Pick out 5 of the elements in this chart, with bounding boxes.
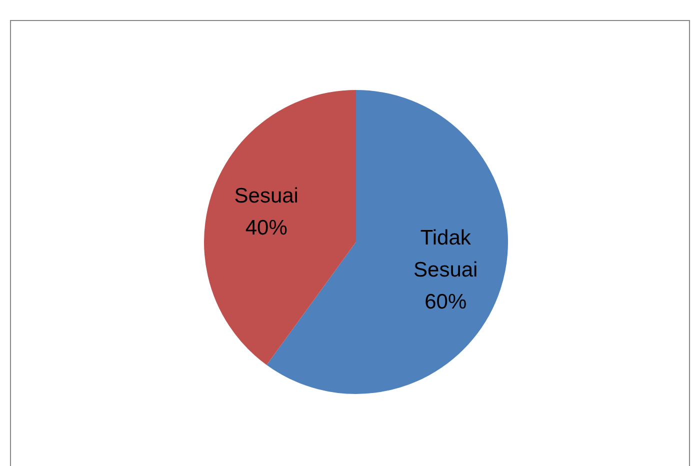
data-label: 60%	[424, 290, 467, 314]
slice-label: Sesuai	[234, 184, 298, 208]
data-label: 40%	[245, 216, 288, 240]
slice-label: Tidak Sesuai	[414, 226, 478, 282]
pie-slice	[204, 90, 356, 365]
